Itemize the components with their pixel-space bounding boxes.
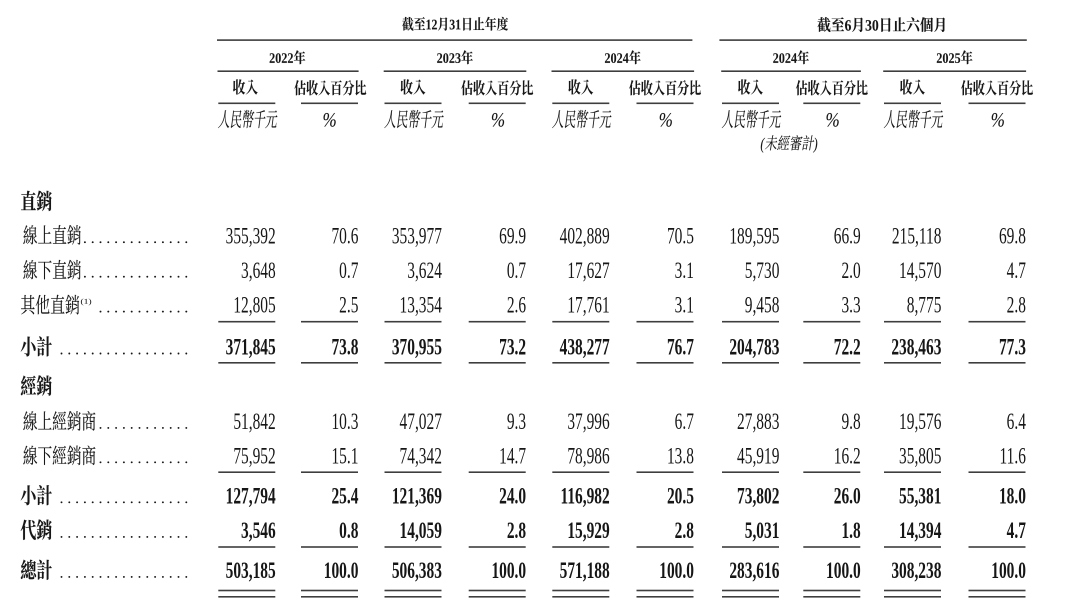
svg-text:15.1: 15.1 xyxy=(331,445,358,470)
svg-text:69.9: 69.9 xyxy=(499,225,526,250)
svg-text:14.7: 14.7 xyxy=(499,445,526,470)
svg-text:100.0: 100.0 xyxy=(659,559,694,584)
svg-text:8,775: 8,775 xyxy=(907,294,942,319)
svg-text:4.7: 4.7 xyxy=(1007,259,1026,284)
svg-text:503,185: 503,185 xyxy=(226,559,276,584)
svg-text:0.7: 0.7 xyxy=(507,259,526,284)
svg-text:0.8: 0.8 xyxy=(339,519,358,544)
svg-text:73.2: 73.2 xyxy=(499,336,526,361)
svg-text:2.5: 2.5 xyxy=(339,294,358,319)
svg-text:355,392: 355,392 xyxy=(226,225,276,250)
svg-text:506,383: 506,383 xyxy=(392,559,442,584)
svg-text:69.8: 69.8 xyxy=(999,225,1026,250)
svg-text:9,458: 9,458 xyxy=(745,294,780,319)
svg-text:100.0: 100.0 xyxy=(491,559,526,584)
svg-text:1.8: 1.8 xyxy=(841,519,860,544)
svg-text:77.3: 77.3 xyxy=(999,336,1026,361)
svg-text:47,027: 47,027 xyxy=(400,410,443,435)
svg-text:2.8: 2.8 xyxy=(1007,294,1026,319)
svg-text:204,783: 204,783 xyxy=(729,336,779,361)
svg-text:73,802: 73,802 xyxy=(737,485,779,510)
svg-text:45,919: 45,919 xyxy=(737,445,779,470)
svg-text:3.1: 3.1 xyxy=(675,259,694,284)
svg-text:100.0: 100.0 xyxy=(991,559,1026,584)
svg-text:10.3: 10.3 xyxy=(331,410,358,435)
svg-text:438,277: 438,277 xyxy=(560,336,610,361)
svg-text:238,463: 238,463 xyxy=(891,336,941,361)
svg-text:2.8: 2.8 xyxy=(675,519,694,544)
svg-text:370,955: 370,955 xyxy=(392,336,442,361)
svg-text:11.6: 11.6 xyxy=(1000,445,1027,470)
svg-text:13.8: 13.8 xyxy=(667,445,694,470)
svg-text:76.7: 76.7 xyxy=(667,336,694,361)
svg-text:75,952: 75,952 xyxy=(233,445,275,470)
svg-text:14,059: 14,059 xyxy=(400,519,443,544)
svg-text:4.7: 4.7 xyxy=(1007,519,1026,544)
svg-text:116,982: 116,982 xyxy=(561,485,610,510)
svg-text:70.5: 70.5 xyxy=(667,225,694,250)
svg-text:37,996: 37,996 xyxy=(567,410,610,435)
svg-text:100.0: 100.0 xyxy=(324,559,359,584)
svg-text:55,381: 55,381 xyxy=(899,485,941,510)
svg-text:100.0: 100.0 xyxy=(826,559,861,584)
svg-text:3.1: 3.1 xyxy=(675,294,694,319)
svg-text:51,842: 51,842 xyxy=(233,410,275,435)
svg-text:78,986: 78,986 xyxy=(567,445,610,470)
svg-text:12,805: 12,805 xyxy=(233,294,276,319)
svg-text:73.8: 73.8 xyxy=(331,336,358,361)
svg-text:3,648: 3,648 xyxy=(241,259,276,284)
svg-text:2.0: 2.0 xyxy=(841,259,860,284)
svg-text:27,883: 27,883 xyxy=(737,410,780,435)
svg-text:5,730: 5,730 xyxy=(745,259,780,284)
svg-text:308,238: 308,238 xyxy=(891,559,941,584)
svg-text:371,845: 371,845 xyxy=(226,336,276,361)
svg-text:5,031: 5,031 xyxy=(745,519,780,544)
svg-text:121,369: 121,369 xyxy=(392,485,442,510)
svg-text:14,394: 14,394 xyxy=(899,519,942,544)
svg-text:283,616: 283,616 xyxy=(729,559,779,584)
svg-text:17,627: 17,627 xyxy=(567,259,610,284)
svg-text:6.7: 6.7 xyxy=(675,410,694,435)
svg-text:0.7: 0.7 xyxy=(339,259,358,284)
svg-text:189,595: 189,595 xyxy=(729,225,779,250)
svg-text:215,118: 215,118 xyxy=(892,225,942,250)
svg-text:9.3: 9.3 xyxy=(507,410,526,435)
svg-text:9.8: 9.8 xyxy=(841,410,860,435)
svg-text:402,889: 402,889 xyxy=(560,225,610,250)
svg-text:70.6: 70.6 xyxy=(331,225,358,250)
svg-text:17,761: 17,761 xyxy=(567,294,609,319)
svg-text:19,576: 19,576 xyxy=(899,410,942,435)
svg-text:66.9: 66.9 xyxy=(834,225,861,250)
svg-text:26.0: 26.0 xyxy=(834,485,861,510)
svg-text:13,354: 13,354 xyxy=(400,294,443,319)
svg-text:353,977: 353,977 xyxy=(392,225,442,250)
svg-text:25.4: 25.4 xyxy=(331,485,358,510)
svg-text:2.8: 2.8 xyxy=(507,519,526,544)
svg-text:14,570: 14,570 xyxy=(899,259,942,284)
svg-text:6.4: 6.4 xyxy=(1007,410,1026,435)
svg-text:571,188: 571,188 xyxy=(560,559,610,584)
svg-text:20.5: 20.5 xyxy=(667,485,694,510)
svg-text:35,805: 35,805 xyxy=(899,445,942,470)
svg-text:3,546: 3,546 xyxy=(241,519,276,544)
svg-text:24.0: 24.0 xyxy=(499,485,526,510)
svg-text:18.0: 18.0 xyxy=(999,485,1026,510)
svg-text:74,342: 74,342 xyxy=(400,445,442,470)
svg-text:2.6: 2.6 xyxy=(507,294,526,319)
svg-text:3.3: 3.3 xyxy=(841,294,860,319)
svg-text:3,624: 3,624 xyxy=(407,259,442,284)
svg-text:72.2: 72.2 xyxy=(834,336,861,361)
svg-text:15,929: 15,929 xyxy=(567,519,610,544)
svg-text:16.2: 16.2 xyxy=(834,445,861,470)
svg-text:127,794: 127,794 xyxy=(226,485,276,510)
